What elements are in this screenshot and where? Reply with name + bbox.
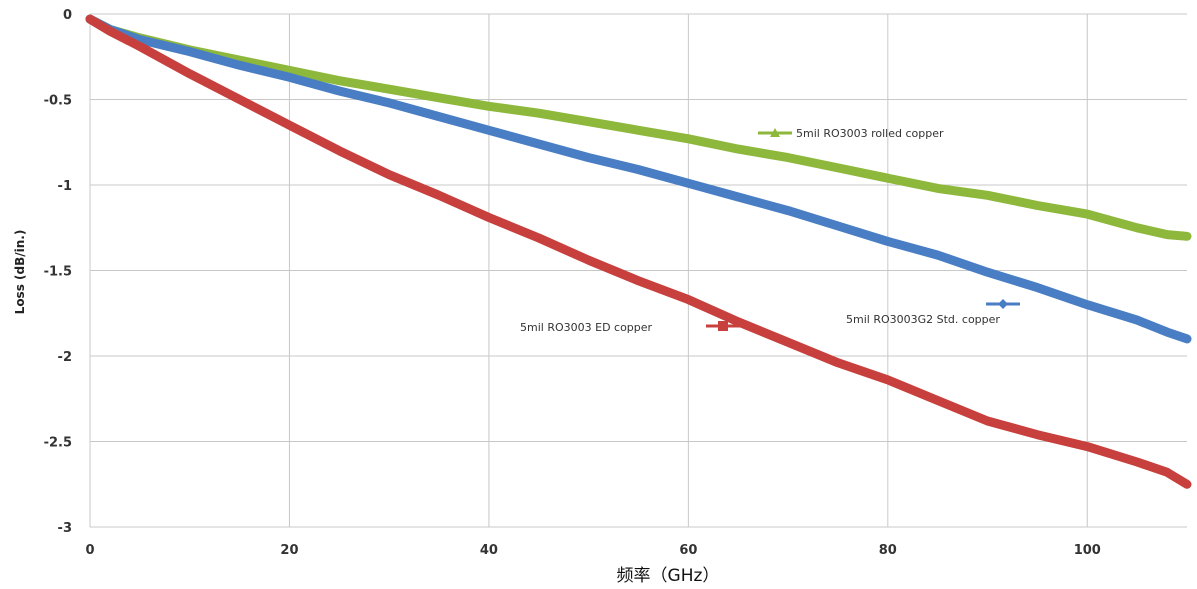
y-tick-label: -2 xyxy=(58,350,72,365)
x-axis-label: 频率（GHz） xyxy=(617,566,720,586)
legend-entry-ed-copper: 5mil RO3003 ED copper xyxy=(520,321,740,334)
legend-entry-std-copper: 5mil RO3003G2 Std. copper xyxy=(846,299,1020,326)
legend-marker-triangle xyxy=(770,128,780,137)
x-tick-label: 40 xyxy=(480,543,498,558)
x-tick-label: 80 xyxy=(879,543,897,558)
y-tick-label: -2.5 xyxy=(44,436,72,451)
series-line-std-copper xyxy=(85,14,1192,344)
y-tick-label: 0 xyxy=(63,8,72,23)
series-line-rolled-copper xyxy=(85,14,1192,241)
tick-labels: 0 -0.5 -1 -1.5 -2 -2.5 -3 0 20 40 60 80 100 xyxy=(44,8,1101,558)
legend-marker-square xyxy=(718,321,728,331)
y-tick-label: -1 xyxy=(58,179,72,194)
grid xyxy=(89,13,1187,528)
y-tick-label: -0.5 xyxy=(44,94,72,109)
y-tick-label: -1.5 xyxy=(44,265,72,280)
legend-marker-diamond xyxy=(998,299,1008,309)
legend-label-rolled-copper: 5mil RO3003 rolled copper xyxy=(796,127,944,140)
legend-entry-rolled-copper: 5mil RO3003 rolled copper xyxy=(758,127,944,140)
series-line-ed-copper xyxy=(85,14,1192,489)
y-tick-label: -3 xyxy=(58,521,72,536)
series-lines xyxy=(85,14,1192,489)
legend-label-std-copper: 5mil RO3003G2 Std. copper xyxy=(846,313,1000,326)
legend-label-ed-copper: 5mil RO3003 ED copper xyxy=(520,321,653,334)
y-axis-label: Loss (dB/in.) xyxy=(13,230,27,315)
x-tick-label: 60 xyxy=(679,543,697,558)
x-tick-label: 0 xyxy=(85,543,94,558)
x-tick-label: 20 xyxy=(280,543,298,558)
x-tick-label: 100 xyxy=(1074,543,1101,558)
